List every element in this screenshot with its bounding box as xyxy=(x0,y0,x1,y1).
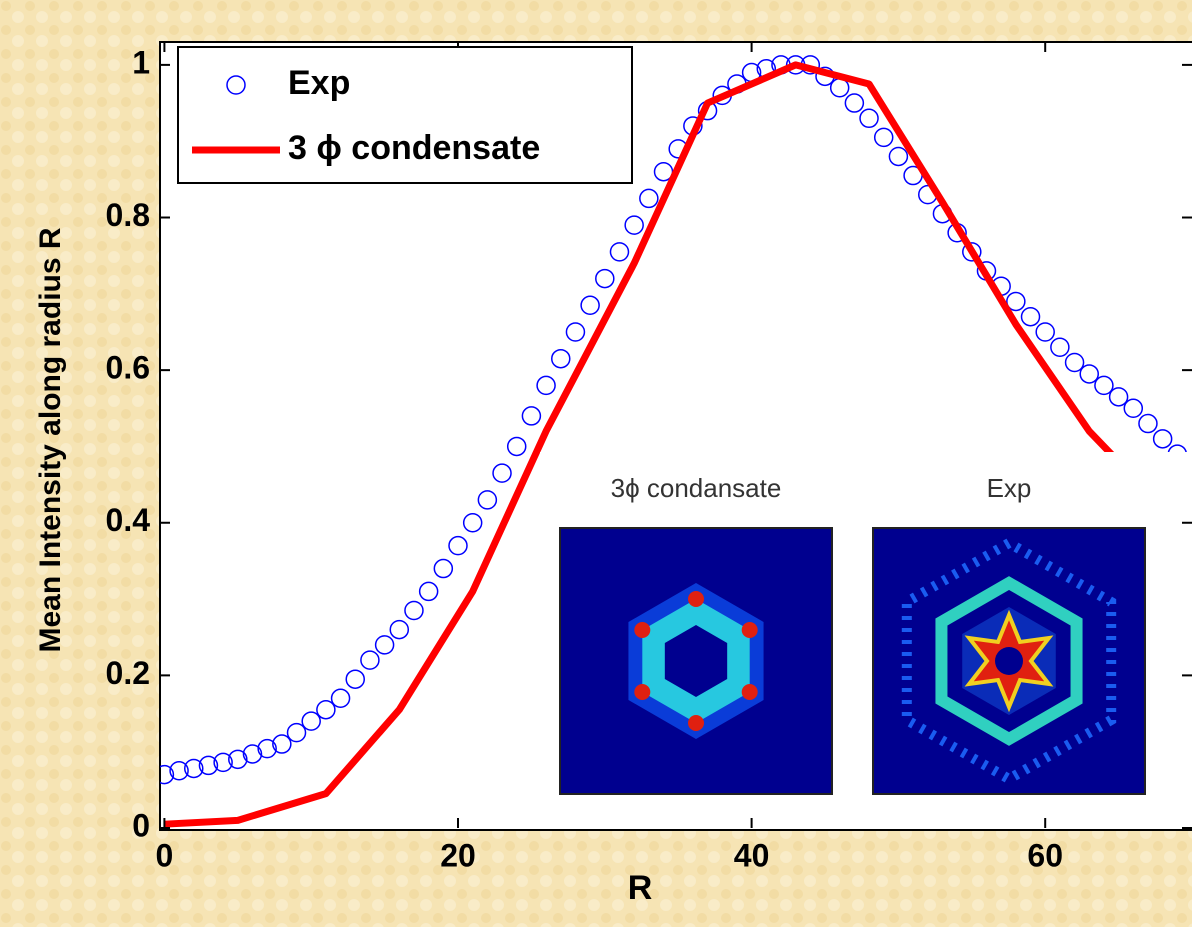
y-tick-label: 0.4 xyxy=(106,502,151,538)
y-tick-label: 1 xyxy=(132,44,150,80)
x-tick-label: 0 xyxy=(156,837,174,873)
x-tick-label: 40 xyxy=(734,837,770,873)
inset-title: 3ϕ condansate xyxy=(611,473,782,503)
inset-spot xyxy=(688,715,704,731)
chart: R Mean Intensity along radius R 0 20 40 60 0… xyxy=(0,0,1192,927)
inset-spot xyxy=(742,622,758,638)
legend-label: 3 ϕ condensate xyxy=(288,129,540,167)
inset-spot xyxy=(634,622,650,638)
inset-title: Exp xyxy=(987,473,1032,503)
y-tick-label: 0.6 xyxy=(106,350,150,386)
y-tick-label: 0.2 xyxy=(106,655,150,691)
inset-spot xyxy=(634,684,650,700)
inset-shape xyxy=(995,647,1023,675)
x-axis-label: R xyxy=(628,869,653,907)
y-tick-label: 0 xyxy=(132,807,150,843)
x-tick-label: 60 xyxy=(1027,837,1063,873)
y-axis-label: Mean Intensity along radius R xyxy=(34,227,67,652)
legend: Exp 3 ϕ condensate xyxy=(178,47,632,183)
x-tick-label: 20 xyxy=(440,837,476,873)
y-tick-label: 0.8 xyxy=(106,197,150,233)
legend-label: Exp xyxy=(288,64,350,102)
inset-spot xyxy=(742,684,758,700)
inset-spot xyxy=(688,591,704,607)
